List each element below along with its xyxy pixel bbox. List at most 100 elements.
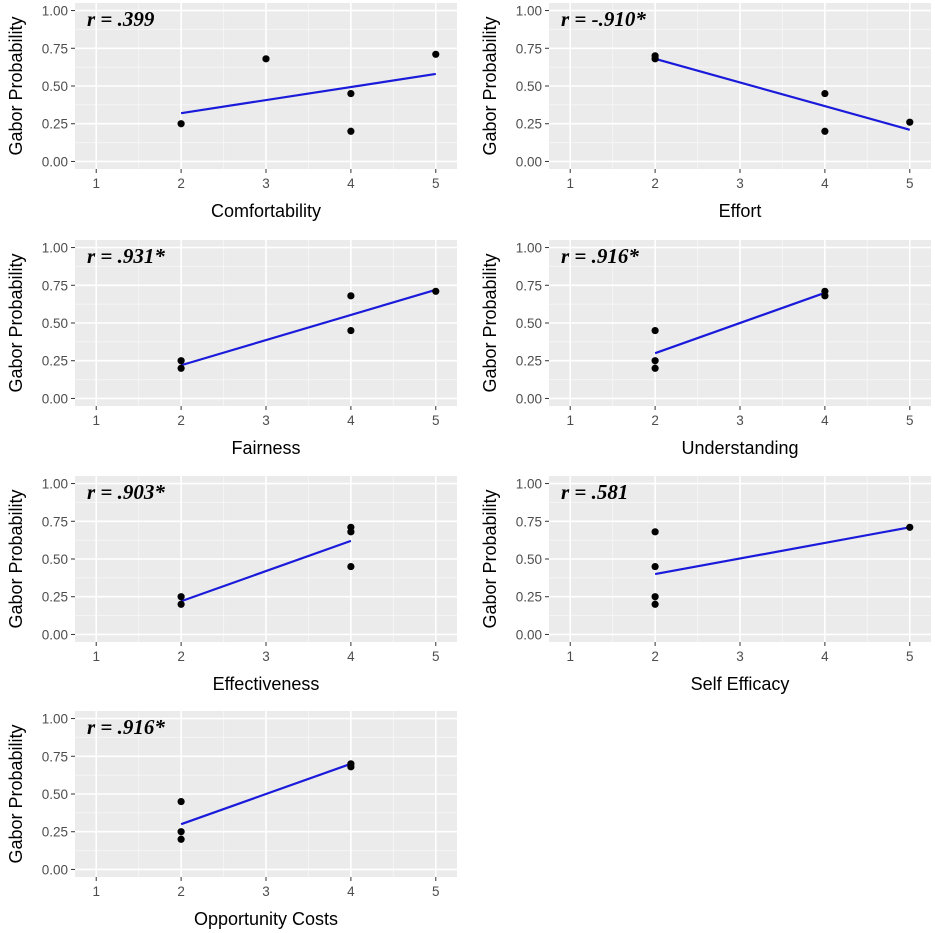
fit-line — [180, 762, 352, 826]
y-axis-title: Gabor Probability — [6, 489, 26, 628]
correlation-annotation: r = .931* — [87, 244, 165, 268]
x-tick-label: 1 — [566, 413, 574, 428]
y-tick-label: 0.75 — [516, 514, 542, 529]
x-tick-label: 2 — [651, 649, 659, 664]
x-tick-label: 4 — [347, 884, 355, 899]
fit-line — [180, 72, 436, 115]
x-tick-label: 1 — [92, 649, 100, 664]
y-tick-label: 1.00 — [42, 4, 68, 19]
data-point — [177, 828, 185, 836]
data-point — [821, 127, 829, 135]
y-tick-label: 0.25 — [516, 354, 542, 369]
fit-line — [654, 57, 911, 131]
y-tick-label: 0.50 — [42, 787, 68, 802]
x-tick-label: 3 — [262, 413, 270, 428]
x-tick-label: 2 — [177, 884, 185, 899]
x-tick-label: 5 — [432, 884, 440, 899]
data-point — [347, 127, 355, 135]
y-tick-label: 0.50 — [516, 316, 542, 331]
data-point — [177, 835, 185, 843]
y-tick-label: 0.50 — [516, 552, 542, 567]
data-point — [177, 120, 185, 128]
y-tick-label: 0.25 — [42, 825, 68, 840]
correlation-annotation: r = .903* — [87, 480, 165, 504]
y-axis-title: Gabor Probability — [6, 16, 26, 155]
x-axis-title: Opportunity Costs — [194, 909, 338, 929]
y-tick-label: 0.75 — [516, 41, 542, 56]
data-point — [347, 528, 355, 536]
y-tick-label: 0.00 — [42, 391, 68, 406]
y-tick-label: 0.75 — [42, 278, 68, 293]
scatter-panel-5: 1 2 3 4 5 0.00 0.25 0.50 0.75 1.00 r = .903* Effect… — [6, 476, 457, 694]
y-tick-label: 0.75 — [42, 749, 68, 764]
y-tick-label: 0.00 — [516, 154, 542, 169]
y-tick-label: 0.50 — [42, 552, 68, 567]
y-axis-title: Gabor Probability — [6, 724, 26, 863]
fit-line — [180, 539, 352, 603]
data-point — [906, 118, 914, 126]
x-tick-label: 5 — [432, 649, 440, 664]
x-tick-label: 4 — [821, 649, 829, 664]
x-tick-label: 2 — [177, 413, 185, 428]
correlation-annotation: r = .581 — [561, 480, 628, 504]
data-point — [651, 55, 659, 63]
y-tick-label: 0.25 — [516, 590, 542, 605]
y-tick-label: 0.00 — [42, 154, 68, 169]
y-tick-label: 1.00 — [516, 241, 542, 256]
data-point — [651, 364, 659, 372]
data-point — [432, 50, 440, 58]
y-axis-title: Gabor Probability — [6, 253, 26, 392]
data-point — [177, 364, 185, 372]
x-tick-label: 3 — [262, 649, 270, 664]
y-tick-label: 0.00 — [516, 627, 542, 642]
y-tick-label: 1.00 — [42, 477, 68, 492]
x-tick-label: 4 — [347, 413, 355, 428]
data-point — [821, 89, 829, 98]
x-axis-title: Effort — [719, 201, 762, 221]
x-axis-title: Self Efficacy — [691, 674, 790, 694]
y-tick-label: 0.25 — [42, 354, 68, 369]
y-tick-label: 0.00 — [516, 391, 542, 406]
data-point — [906, 523, 914, 531]
x-tick-label: 1 — [92, 176, 100, 191]
data-point — [347, 326, 355, 335]
x-tick-label: 4 — [821, 176, 829, 191]
x-tick-label: 3 — [736, 649, 744, 664]
correlation-annotation: r = .916* — [561, 244, 639, 268]
x-tick-label: 1 — [92, 413, 100, 428]
data-point — [651, 326, 659, 335]
y-tick-label: 1.00 — [42, 241, 68, 256]
data-point — [347, 763, 355, 771]
y-axis-title: Gabor Probability — [480, 489, 500, 628]
data-point — [347, 89, 355, 98]
x-tick-label: 4 — [347, 649, 355, 664]
correlation-annotation: r = .916* — [87, 715, 165, 739]
correlation-annotation: r = .399 — [87, 7, 155, 31]
x-axis-title: Understanding — [681, 438, 798, 458]
x-axis-title: Fairness — [231, 438, 300, 458]
x-tick-label: 1 — [92, 884, 100, 899]
data-point — [651, 357, 659, 365]
x-tick-label: 3 — [262, 884, 270, 899]
x-tick-label: 5 — [906, 649, 914, 664]
y-tick-label: 0.00 — [42, 862, 68, 877]
y-axis-title: Gabor Probability — [480, 253, 500, 392]
scatter-panel-7: 1 2 3 4 5 0.00 0.25 0.50 0.75 1.00 r = .916* Opport… — [6, 711, 457, 929]
x-axis-title: Comfortability — [211, 201, 321, 221]
data-point — [821, 292, 829, 300]
y-tick-label: 0.25 — [516, 117, 542, 132]
data-point — [651, 562, 659, 571]
x-tick-label: 2 — [177, 176, 185, 191]
data-point — [651, 593, 659, 601]
x-tick-label: 5 — [906, 176, 914, 191]
y-axis-title: Gabor Probability — [480, 16, 500, 155]
y-tick-label: 0.75 — [42, 514, 68, 529]
y-tick-label: 0.75 — [42, 41, 68, 56]
x-tick-label: 4 — [347, 176, 355, 191]
y-tick-label: 0.00 — [42, 627, 68, 642]
x-tick-label: 3 — [736, 176, 744, 191]
x-tick-label: 5 — [432, 413, 440, 428]
y-tick-label: 1.00 — [516, 477, 542, 492]
y-tick-label: 1.00 — [42, 712, 68, 727]
fit-line — [654, 526, 910, 576]
